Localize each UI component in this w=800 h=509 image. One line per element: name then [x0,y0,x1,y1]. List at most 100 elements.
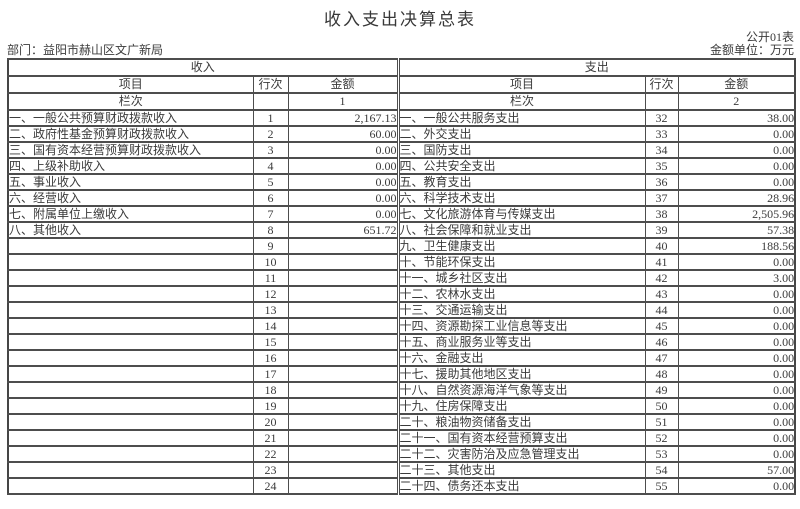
department-value: 益阳市赫山区文广新局 [43,43,164,57]
income-line-cell: 14 [252,317,289,335]
expense-amount-cell: 0.00 [677,141,796,159]
expense-line-cell: 33 [644,125,679,143]
expense-line-cell: 51 [644,413,679,431]
table-row: 四、上级补助收入 4 0.00 四、公共安全支出 35 0.00 [7,157,796,175]
table-row: 六、经营收入 6 0.00 六、科学技术支出 37 28.96 [7,189,796,207]
income-amount-cell: 0.00 [287,189,399,207]
income-line-cell: 16 [252,349,289,367]
income-amount-cell [287,333,399,351]
income-amount-cell [287,397,399,415]
expense-line-cell: 35 [644,157,679,175]
income-amount-cell: 0.00 [287,157,399,175]
expense-line-cell: 48 [644,365,679,383]
income-item-cell: 三、国有资本经营预算财政拨款收入 [7,141,254,159]
form-code: 公开01表 [745,30,794,44]
income-amount-cell [287,237,399,255]
income-amount-cell [287,429,399,447]
expense-item-cell: 二十二、灾害防治及应急管理支出 [396,445,646,463]
expense-line-cell: 38 [644,205,679,223]
expense-line-cell: 40 [644,237,679,255]
section-header-row: 收入 支出 [7,58,796,77]
income-amount-cell [287,269,399,287]
income-item-cell [7,413,254,431]
income-amount-cell [287,253,399,271]
income-amount-cell [287,381,399,399]
table-row: 13 十三、交通运输支出 44 0.00 [7,301,796,319]
table-row: 10 十、节能环保支出 41 0.00 [7,253,796,271]
table-row: 21 二十一、国有资本经营预算支出 52 0.00 [7,429,796,447]
table-row: 16 十六、金融支出 47 0.00 [7,349,796,367]
table-row: 五、事业收入 5 0.00 五、教育支出 36 0.00 [7,173,796,191]
income-item-cell [7,317,254,335]
expense-item-cell: 十九、住房保障支出 [396,397,646,415]
expense-amount-cell: 2,505.96 [677,205,796,223]
income-line-column-header: 行次 [252,75,289,94]
expense-amount-cell: 0.00 [677,477,796,495]
income-line-cell: 11 [252,269,289,287]
income-amount-cell [287,461,399,479]
income-item-cell [7,269,254,287]
income-line-cell: 24 [252,477,289,495]
income-line-cell: 10 [252,253,289,271]
income-amount-cell [287,365,399,383]
expense-amount-cell: 57.00 [677,461,796,479]
expense-item-cell: 四、公共安全支出 [396,157,646,175]
expense-line-cell: 46 [644,333,679,351]
table-row: 三、国有资本经营预算财政拨款收入 3 0.00 三、国防支出 34 0.00 [7,141,796,159]
table-row: 9 九、卫生健康支出 40 188.56 [7,237,796,255]
income-item-cell: 七、附属单位上缴收入 [7,205,254,223]
table-row: 18 十八、自然资源海洋气象等支出 49 0.00 [7,381,796,399]
income-item-cell [7,445,254,463]
income-item-cell [7,301,254,319]
income-column-index: 1 [287,92,399,111]
expense-item-cell: 八、社会保障和就业支出 [396,221,646,239]
expense-item-cell: 五、教育支出 [396,173,646,191]
income-item-cell [7,461,254,479]
expense-item-cell: 二十、粮油物资储备支出 [396,413,646,431]
expense-line-cell: 36 [644,173,679,191]
expense-line-cell: 34 [644,141,679,159]
income-item-cell: 二、政府性基金预算财政拨款收入 [7,125,254,143]
expense-line-cell: 47 [644,349,679,367]
expense-item-cell: 十、节能环保支出 [396,253,646,271]
expense-item-cell: 二十一、国有资本经营预算支出 [396,429,646,447]
expense-line-cell: 42 [644,269,679,287]
meta-row: 部门：益阳市赫山区文广新局 金额单位：万元 [7,44,794,57]
income-amount-cell: 0.00 [287,205,399,223]
expense-item-cell: 十一、城乡社区支出 [396,269,646,287]
expense-item-cell: 十八、自然资源海洋气象等支出 [396,381,646,399]
income-item-cell [7,253,254,271]
expense-amount-cell: 0.00 [677,429,796,447]
expense-item-cell: 九、卫生健康支出 [396,237,646,255]
income-amount-cell [287,301,399,319]
income-line-cell: 1 [252,109,289,127]
expense-item-cell: 十五、商业服务业等支出 [396,333,646,351]
expense-amount-column-header: 金额 [677,75,796,94]
expense-line-cell: 52 [644,429,679,447]
expense-amount-cell: 0.00 [677,285,796,303]
expense-amount-cell: 38.00 [677,109,796,127]
page-title: 收入支出决算总表 [324,10,476,29]
table-row: 23 二十三、其他支出 54 57.00 [7,461,796,479]
income-line-cell: 17 [252,365,289,383]
income-amount-cell [287,445,399,463]
amount-unit-label: 金额单位：万元 [709,43,794,57]
income-item-cell: 六、经营收入 [7,189,254,207]
expense-amount-cell: 0.00 [677,125,796,143]
income-section-header: 收入 [7,58,399,77]
expense-amount-cell: 0.00 [677,397,796,415]
income-line-cell: 15 [252,333,289,351]
expense-item-cell: 十四、资源勘探工业信息等支出 [396,317,646,335]
column-header-row: 项目 行次 金额 项目 行次 金额 [7,75,796,94]
income-line-cell: 13 [252,301,289,319]
expense-amount-cell: 0.00 [677,349,796,367]
expense-index-line-blank [644,92,679,111]
expense-line-cell: 49 [644,381,679,399]
expense-item-cell: 一、一般公共服务支出 [396,109,646,127]
income-line-cell: 7 [252,205,289,223]
expense-amount-cell: 0.00 [677,173,796,191]
expense-amount-cell: 0.00 [677,413,796,431]
income-amount-cell: 0.00 [287,173,399,191]
income-amount-cell: 2,167.13 [287,109,399,127]
income-item-cell [7,349,254,367]
